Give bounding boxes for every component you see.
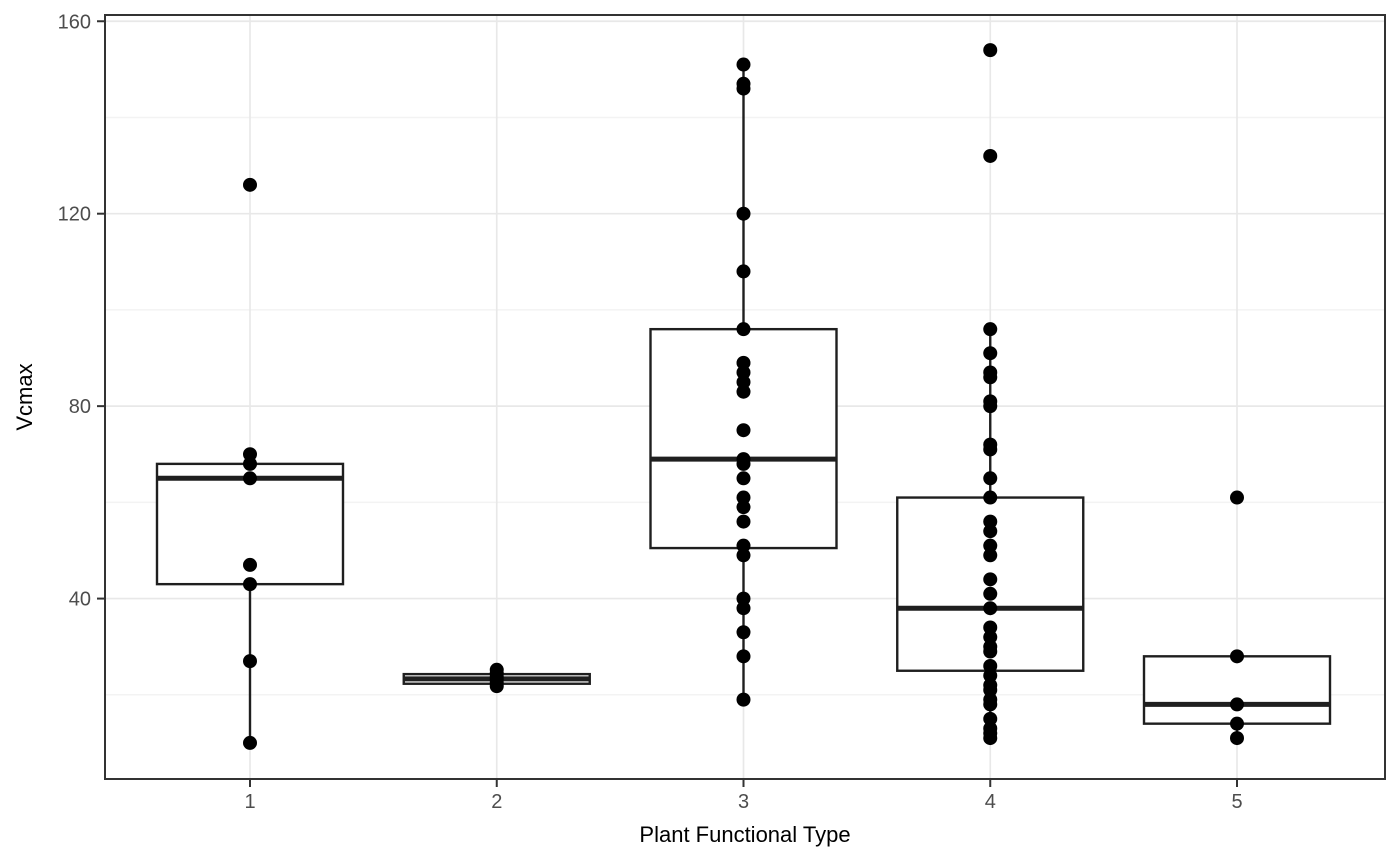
data-point [243,557,257,572]
x-tick-label: 1 [244,791,255,813]
data-point [243,177,257,192]
data-point [983,524,998,539]
data-point [983,43,998,58]
data-point [736,384,751,399]
data-point [983,322,998,337]
data-point [243,654,257,669]
x-tick-label: 3 [738,791,749,813]
data-point [736,375,751,390]
data-point [736,601,751,616]
data-point [983,148,998,163]
data-point [736,322,751,337]
y-tick-label: 120 [58,204,91,226]
y-tick-label: 80 [69,396,91,418]
data-point [736,264,751,279]
data-point [983,668,998,683]
data-point [736,365,751,380]
data-point [1230,490,1244,505]
x-tick-label: 5 [1231,791,1242,813]
data-point [983,601,998,616]
data-point [736,206,751,221]
data-point [736,500,751,515]
data-point [243,471,257,486]
data-point [983,630,998,645]
data-point [736,514,751,529]
x-tick-label: 4 [985,791,996,813]
data-point [983,399,998,414]
y-tick-label: 160 [58,11,91,33]
data-point [243,456,257,471]
data-point [983,490,998,505]
data-point [736,57,751,72]
data-point [983,572,998,587]
data-point [736,649,751,664]
panel-border [104,14,1386,780]
data-point [983,548,998,563]
data-point [736,591,751,606]
data-point [983,442,998,457]
data-point [1230,697,1244,712]
data-point [983,514,998,529]
data-point [983,711,998,726]
data-point [736,692,751,707]
data-point [983,346,998,361]
data-point [983,731,998,746]
data-point [983,471,998,486]
data-point [736,423,751,438]
data-point [1230,649,1244,664]
data-point [983,658,998,673]
data-point [736,471,751,486]
data-point [736,538,751,553]
box-rect [1142,655,1332,725]
data-point [736,81,751,96]
x-axis-title: Plant Functional Type [639,822,851,847]
data-point [1230,731,1244,746]
data-point [243,577,257,592]
x-tick-label: 2 [491,791,502,813]
data-point [983,538,998,553]
data-point [736,456,751,471]
data-point [983,697,998,712]
data-point [983,682,998,697]
data-point [243,447,257,462]
data-point [1230,716,1244,731]
data-point [983,586,998,601]
data-point [243,735,257,750]
data-point [736,355,751,370]
data-point [983,370,998,385]
data-point [736,490,751,505]
data-point [736,548,751,563]
data-point [983,620,998,635]
data-point [489,679,504,694]
data-point [983,644,998,659]
data-point [736,625,751,640]
y-tick-label: 40 [69,589,91,611]
y-axis-title: Vcmax [12,363,37,431]
